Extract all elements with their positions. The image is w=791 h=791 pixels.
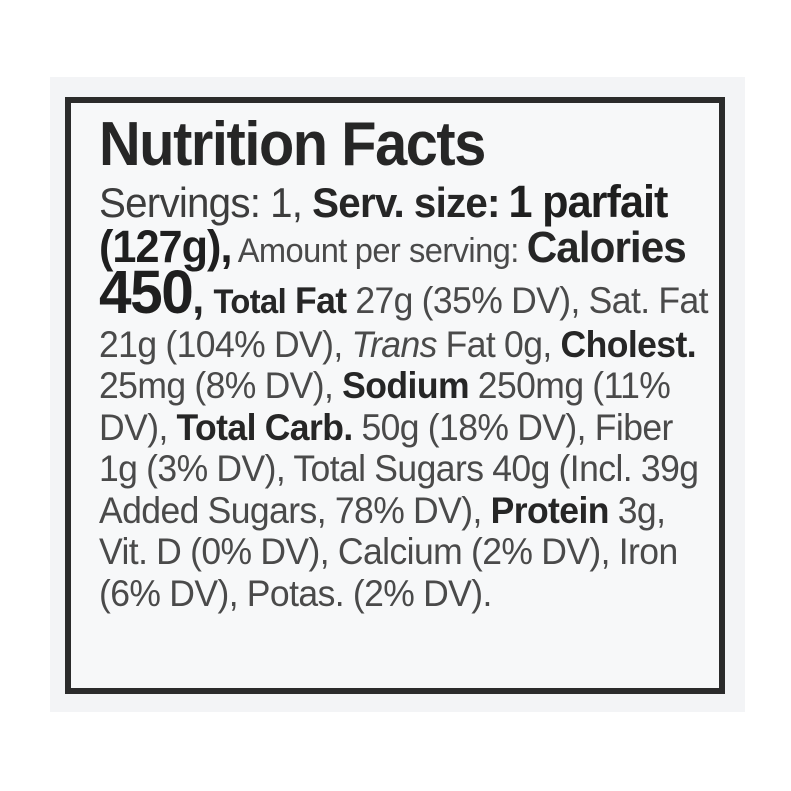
nutrition-facts-box: Nutrition Facts Servings: 1, Serv. size:… xyxy=(65,97,725,694)
trans-fat-italic-label: Trans xyxy=(351,323,438,365)
calories-label: Calories xyxy=(526,222,687,272)
amount-per-serving-a: Amount per xyxy=(231,231,401,270)
total-carb-label: Total Carb. xyxy=(176,406,354,448)
nutrition-facts-body: Servings: 1, Serv. size: 1 parfait (127g… xyxy=(99,179,709,614)
sugars-values: Sugars 40g (Incl. 39g Added Sugars, 78% xyxy=(99,448,699,531)
total-fat-label-part1: Total xyxy=(213,283,287,321)
nutrition-facts-title: Nutrition Facts xyxy=(99,110,486,179)
total-fat-label-part2: Fat xyxy=(294,280,347,321)
serving-size-value: 1 parfait (127g), xyxy=(99,176,668,272)
cholesterol-label: Cholest. xyxy=(560,323,697,365)
amount-per-serving-b: serving: xyxy=(409,231,527,270)
serving-size-label: Serv. size: xyxy=(312,179,500,226)
calories-value: 450 xyxy=(99,258,194,326)
added-sugars-dv-tail: DV), xyxy=(413,489,491,531)
protein-label: Protein xyxy=(490,489,610,531)
cholesterol-value: 25mg (8% DV), xyxy=(99,365,334,406)
fat-values: 27g (35% DV), Sat. Fat 21g (104% DV), xyxy=(99,280,709,365)
sodium-value: 250mg (11% DV), xyxy=(99,365,671,448)
trans-fat-value: Fat 0g, xyxy=(436,323,561,365)
sodium-label: Sodium xyxy=(342,365,469,406)
minerals-values: (2% DV), Iron (6% DV), Potas. (2% DV). xyxy=(99,531,678,614)
servings-text: Servings: 1, xyxy=(99,179,313,226)
calories-comma: , xyxy=(192,274,214,323)
protein-vitamins-values: 3g, Vit. D (0% DV), Calcium xyxy=(99,489,666,573)
nutrition-facts-content: Nutrition Facts Servings: 1, Serv. size:… xyxy=(99,110,709,614)
carb-fiber-values: 50g (18% DV), Fiber 1g (3% DV), Total xyxy=(99,406,673,490)
